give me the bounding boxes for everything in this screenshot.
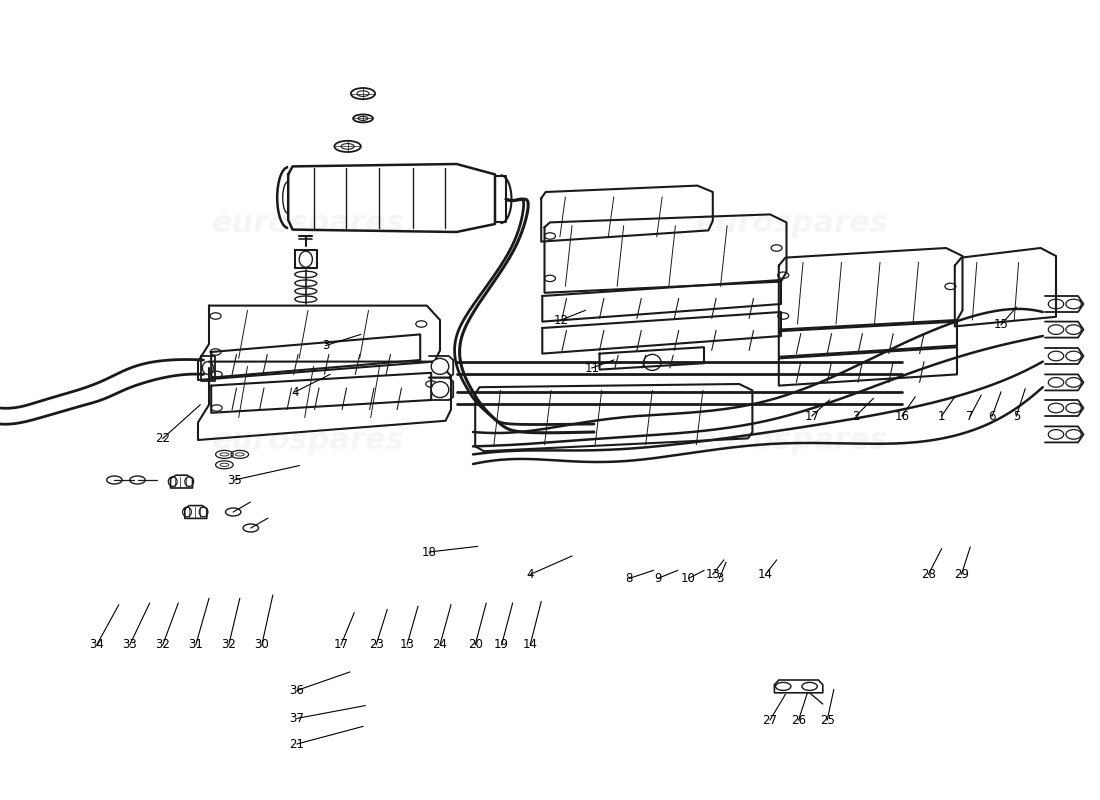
Text: 18: 18	[421, 546, 437, 558]
Text: 2: 2	[852, 410, 859, 422]
Text: 4: 4	[527, 568, 534, 581]
Text: 32: 32	[221, 638, 236, 651]
Text: 14: 14	[758, 568, 773, 581]
Text: 22: 22	[155, 432, 170, 445]
Text: eurospares: eurospares	[211, 426, 405, 454]
Text: 10: 10	[681, 572, 696, 585]
Text: eurospares: eurospares	[211, 210, 405, 238]
Text: 29: 29	[954, 568, 969, 581]
Text: 27: 27	[762, 714, 778, 726]
Text: 24: 24	[432, 638, 448, 651]
Text: eurospares: eurospares	[695, 210, 889, 238]
Ellipse shape	[334, 141, 361, 152]
Text: 26: 26	[791, 714, 806, 726]
Text: 21: 21	[289, 738, 305, 750]
Text: 17: 17	[333, 638, 349, 651]
Text: 32: 32	[155, 638, 170, 651]
Text: 14: 14	[522, 638, 538, 651]
Text: 5: 5	[1013, 410, 1020, 422]
Text: 12: 12	[553, 314, 569, 326]
Text: 7: 7	[967, 410, 974, 422]
Text: 20: 20	[468, 638, 483, 651]
Text: 4: 4	[292, 386, 298, 398]
Text: 37: 37	[289, 712, 305, 725]
Text: 35: 35	[227, 474, 242, 486]
Text: 17: 17	[804, 410, 820, 422]
Text: 33: 33	[122, 638, 138, 651]
Ellipse shape	[353, 114, 373, 122]
Text: 6: 6	[989, 410, 996, 422]
Text: 25: 25	[820, 714, 835, 726]
Ellipse shape	[351, 88, 375, 99]
Text: 3: 3	[322, 339, 329, 352]
Text: 30: 30	[254, 638, 270, 651]
Text: eurospares: eurospares	[695, 426, 889, 454]
Text: 8: 8	[626, 572, 632, 585]
Text: 11: 11	[584, 362, 600, 374]
Text: 1: 1	[938, 410, 945, 422]
Ellipse shape	[431, 382, 449, 398]
Text: 9: 9	[654, 572, 661, 585]
Text: 31: 31	[188, 638, 204, 651]
Text: 36: 36	[289, 684, 305, 697]
Text: 19: 19	[494, 638, 509, 651]
Text: 13: 13	[705, 568, 720, 581]
Text: 3: 3	[716, 572, 723, 585]
Text: 23: 23	[368, 638, 384, 651]
Text: 34: 34	[89, 638, 104, 651]
Text: 13: 13	[399, 638, 415, 651]
Text: 16: 16	[894, 410, 910, 422]
Text: 28: 28	[921, 568, 936, 581]
Text: 15: 15	[993, 318, 1009, 331]
Ellipse shape	[431, 358, 449, 374]
